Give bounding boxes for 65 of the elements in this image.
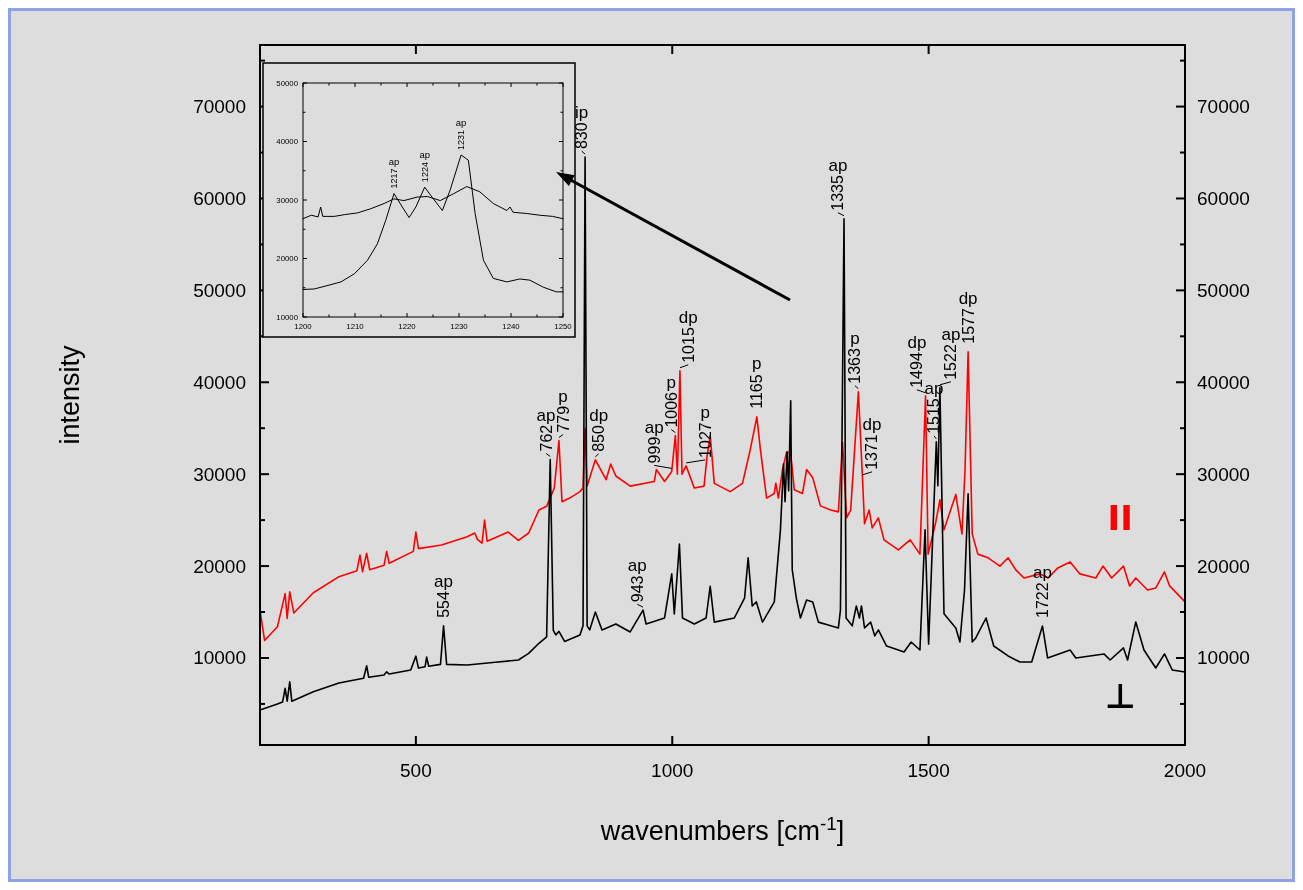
annotation: 779 — [554, 405, 572, 433]
y2-tick-label: 10000 — [1197, 647, 1250, 669]
y-tick-label: 30000 — [193, 463, 246, 485]
annotation: 1231 — [456, 129, 467, 150]
annotation: 1165 — [748, 374, 766, 409]
annotation: ap — [924, 379, 944, 399]
annotation: dp — [678, 308, 698, 328]
y-tick-label: 50000 — [193, 279, 246, 301]
annotation: p — [666, 372, 676, 392]
series-label: ⊥ — [1104, 675, 1136, 716]
annotation: p — [700, 403, 710, 423]
annotation: 1371 — [863, 434, 881, 470]
annotation: ap — [536, 405, 556, 425]
annotation: 762 — [537, 424, 555, 452]
annotation: 1522 — [942, 344, 960, 380]
annotation: ap — [455, 116, 467, 128]
annotation: p — [752, 354, 762, 374]
annotation: ap — [434, 572, 454, 592]
annotation: 999 — [645, 436, 663, 464]
y2-tick-label: 30000 — [1197, 463, 1250, 485]
annotation: 1217 — [389, 168, 399, 189]
x-axis-title: wavenumbers [cm$^{-1}$] — [599, 812, 845, 846]
annotation: p — [558, 386, 568, 406]
annotation: 830 — [573, 122, 591, 150]
y2-tick-label: 20000 — [1197, 555, 1250, 577]
annotation: 1363 — [846, 348, 864, 384]
y-tick-label: 60000 — [193, 187, 246, 209]
annotation: 1494 — [908, 352, 926, 388]
y-tick-label: 40000 — [193, 371, 246, 393]
annotation: 943 — [628, 575, 646, 603]
y2-tick-label: 70000 — [1197, 96, 1250, 118]
annotation: 1722 — [1033, 582, 1051, 618]
annotation: 1335 — [829, 175, 847, 211]
annotation: 1577 — [959, 308, 977, 344]
x-tick-label: 500 — [400, 760, 432, 781]
annotation: 1006 — [662, 391, 680, 428]
x-tick-label: 2000 — [1163, 760, 1207, 781]
series-label: II — [1107, 498, 1133, 539]
y-tick-label: 20000 — [193, 555, 246, 577]
annotation: 1515 — [925, 398, 943, 434]
annotation: ap — [388, 155, 400, 167]
y-tick-label: 70000 — [193, 96, 246, 118]
y2-tick-label: 60000 — [1197, 187, 1250, 209]
annotation: 1027 — [696, 422, 714, 458]
annotation: 850 — [590, 425, 608, 452]
x-tick-label: 1000 — [651, 760, 694, 781]
y2-tick-label: 50000 — [1197, 279, 1250, 301]
annotation: ap — [941, 325, 961, 345]
y-axis-title: intensity — [55, 344, 85, 445]
annotation: dp — [862, 415, 882, 435]
annotation: ip — [575, 103, 589, 123]
x-tick-label: 1500 — [907, 760, 950, 781]
y2-tick-label: 40000 — [1197, 371, 1250, 393]
annotation: dp — [589, 406, 609, 426]
annotation: ap — [644, 417, 664, 437]
annotation: ap — [627, 556, 647, 576]
annotation: 554 — [435, 591, 453, 618]
annotation: 1224 — [419, 162, 430, 183]
annotation: ap — [828, 156, 848, 176]
annotation: 1015 — [679, 327, 697, 363]
y-tick-label: 10000 — [193, 647, 246, 669]
annotation: dp — [958, 289, 978, 309]
annotation: p — [850, 329, 860, 349]
annotation: ap — [419, 149, 430, 161]
annotation: dp — [907, 333, 927, 353]
